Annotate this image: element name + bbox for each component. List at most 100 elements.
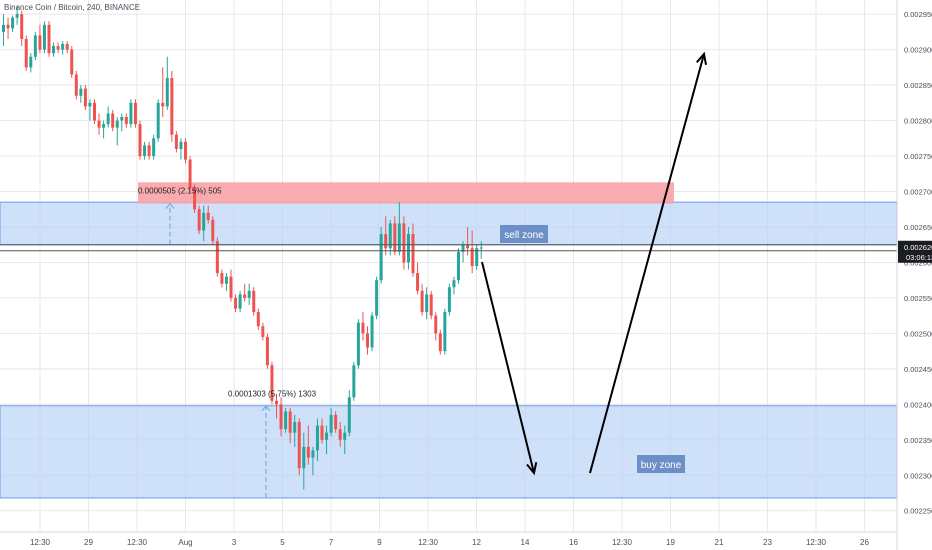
price-tick-label: 0.0024000 xyxy=(904,400,932,409)
time-tick-label: 21 xyxy=(715,538,724,547)
candle-body xyxy=(206,212,210,220)
candle-body xyxy=(393,223,397,252)
candle-body xyxy=(356,322,360,366)
candle-body xyxy=(29,56,33,68)
candle-body xyxy=(234,297,238,309)
price-tick-label: 0.0028500 xyxy=(904,81,932,90)
price-tick-label: 0.0023500 xyxy=(904,436,932,445)
candle-body xyxy=(411,234,415,274)
candle-body xyxy=(288,411,292,433)
time-tick-label: 29 xyxy=(84,538,93,547)
candle-body xyxy=(265,336,269,366)
candle-body xyxy=(47,24,51,54)
price-tick-label: 0.0028000 xyxy=(904,117,932,126)
price-axis[interactable]: 0.0029500 0.0029000 0.0028500 0.0028000 0.00… xyxy=(896,0,932,550)
price-tick-label: 0.0027500 xyxy=(904,152,932,161)
candle-body xyxy=(170,78,174,135)
arrow-up xyxy=(589,53,705,474)
candle-body xyxy=(97,120,101,128)
price-tick-label: 0.0027000 xyxy=(904,188,932,197)
candle-body xyxy=(375,280,379,316)
buy-zone-band xyxy=(0,405,898,499)
candle-body xyxy=(70,49,74,75)
time-tick-label: 12:30 xyxy=(418,538,439,547)
candle-body xyxy=(124,117,128,125)
candle-body xyxy=(384,234,388,249)
candle-body xyxy=(279,404,283,430)
price-tick-label: 0.0026500 xyxy=(904,223,932,232)
candle-body xyxy=(61,43,65,50)
time-tick-label: 7 xyxy=(329,538,334,547)
bar-countdown: 03:06:13 xyxy=(906,253,932,262)
time-tick-label: 3 xyxy=(232,538,237,547)
arrow-up-head xyxy=(696,51,707,65)
candle-body xyxy=(238,294,242,309)
candle-body xyxy=(156,102,160,139)
candle-body xyxy=(165,78,169,107)
candle-body xyxy=(466,244,470,249)
candle-body xyxy=(197,209,201,231)
candle-body xyxy=(74,74,78,96)
candle-body xyxy=(215,241,219,274)
sell-zone-label-bg xyxy=(500,225,548,243)
candle-body xyxy=(147,145,151,157)
candle-body xyxy=(261,326,265,337)
candle-body xyxy=(133,102,137,125)
candle-body xyxy=(447,287,451,313)
candle-body xyxy=(102,124,106,128)
candle-body xyxy=(479,247,483,249)
candle-body xyxy=(366,333,369,348)
candle-body xyxy=(470,248,474,266)
candle-body xyxy=(425,294,429,313)
candle-body xyxy=(284,411,288,430)
candle-body xyxy=(297,422,301,469)
price-tick-label: 0.0024500 xyxy=(904,365,932,374)
candle-body xyxy=(397,223,401,252)
candle-body xyxy=(457,251,460,281)
current-price-tag: 0.0026207 03:06:13 xyxy=(898,240,932,263)
candle-body xyxy=(15,14,19,18)
candle-body xyxy=(315,425,319,451)
price-tick-label: 0.0022500 xyxy=(904,507,932,516)
time-tick-label: 9 xyxy=(377,538,382,547)
candle-body xyxy=(275,400,278,405)
candle-body xyxy=(11,17,15,29)
candle-body xyxy=(252,290,256,313)
measure-label-buy: 0.0001303 (5.75%) 1303 xyxy=(228,390,317,399)
candle-body xyxy=(152,138,156,157)
candle-body xyxy=(2,24,5,32)
candle-body xyxy=(179,141,183,149)
price-tick-label: 0.0029500 xyxy=(904,10,932,19)
candle-body xyxy=(388,223,392,249)
candle-body xyxy=(329,414,333,433)
candle-body xyxy=(224,276,228,284)
candle-body xyxy=(334,414,338,430)
candle-body xyxy=(93,102,96,121)
candle-body xyxy=(120,117,124,121)
candle-body xyxy=(52,46,56,54)
candle-body xyxy=(302,446,306,469)
candle-body xyxy=(20,14,24,40)
candle-body xyxy=(256,312,260,327)
time-axis[interactable]: 12:30 29 12:30 Aug 3 5 7 9 12:30 12 14 16 12:30 19 21 2… xyxy=(0,531,897,547)
candle-body xyxy=(138,124,142,157)
candle-body xyxy=(347,397,351,433)
candle-body xyxy=(343,432,347,440)
candle-body xyxy=(452,280,456,288)
candle-body xyxy=(79,88,83,96)
resistance-box xyxy=(138,182,674,204)
time-tick-label: 23 xyxy=(763,538,772,547)
measure-arrowhead-buy xyxy=(261,404,271,412)
measure-arrowhead-sell xyxy=(165,202,175,209)
candle-body xyxy=(293,422,297,433)
candle-body xyxy=(352,365,356,398)
candle-body xyxy=(33,35,37,57)
candle-body xyxy=(211,219,215,242)
sell-zone-label: sell zone xyxy=(504,230,544,241)
candle-body xyxy=(475,248,479,266)
zone-labels: sell zone buy zone xyxy=(500,225,685,473)
candle-body xyxy=(38,35,42,50)
time-tick-label: 12:30 xyxy=(30,538,51,547)
candle-body xyxy=(161,102,165,107)
